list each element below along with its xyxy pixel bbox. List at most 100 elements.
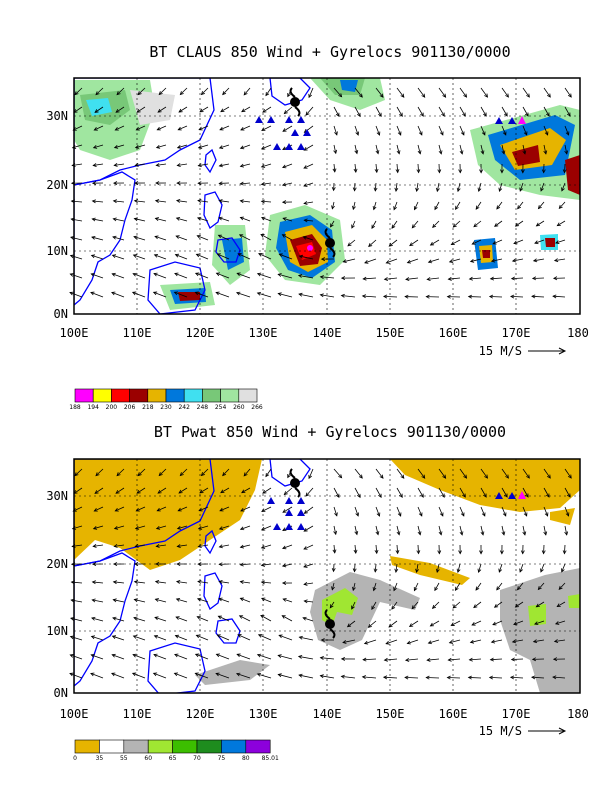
top-wind-vector — [552, 276, 566, 281]
bottom-wind-vector — [175, 597, 188, 603]
top-wind-vector — [411, 220, 419, 229]
bottom-wind-vector — [156, 506, 167, 512]
bottom-wind-vector — [262, 487, 272, 494]
top-lon-label-130e: 130E — [249, 326, 278, 340]
top-wind-vector — [383, 277, 398, 281]
top-wind-vector — [375, 106, 382, 118]
top-lon-label-160e: 160E — [439, 326, 468, 340]
top-wind-vector — [385, 258, 398, 264]
bottom-wind-vector — [320, 638, 335, 642]
top-wind-vector — [282, 125, 293, 132]
bottom-wind-vector — [194, 672, 209, 679]
bottom-wind-vector — [152, 672, 167, 679]
bottom-lat-label-30n: 30N — [46, 489, 68, 503]
top-wind-vector — [277, 292, 293, 298]
top-colorbar-swatch-3 — [129, 388, 149, 403]
bottom-wind-vector — [92, 544, 104, 548]
bottom-wind-vector — [260, 614, 272, 622]
bottom-colorbar-swatch-1 — [99, 739, 125, 754]
bottom-wind-vector — [446, 675, 461, 680]
bottom-wind-vector — [216, 634, 230, 641]
bottom-wind-vector — [496, 582, 503, 591]
bottom-wind-vector — [154, 616, 167, 622]
top-wind-vector — [375, 144, 380, 155]
bottom-wind-vector — [393, 582, 398, 592]
top-gyre-markers — [255, 116, 516, 150]
bottom-wind-vector — [277, 654, 293, 660]
bottom-lon-label-150e: 150E — [376, 707, 405, 721]
top-wind-vector — [396, 144, 401, 155]
top-wind-vector — [543, 87, 551, 98]
top-wind-vector — [260, 144, 272, 150]
bottom-wind-vector — [94, 487, 104, 494]
bottom-wind-vector — [331, 582, 335, 591]
bottom-wind-vector — [404, 658, 419, 662]
top-wind-vector — [134, 163, 146, 167]
bottom-wind-vector — [115, 487, 125, 494]
bottom-wind-vector — [511, 639, 524, 644]
bottom-wind-vector — [239, 525, 251, 531]
top-wind-vector — [393, 201, 398, 211]
top-wind-vector — [238, 234, 251, 241]
bottom-wind-vector — [256, 672, 272, 679]
bottom-wind-vector — [488, 675, 503, 680]
bottom-wind-vector — [417, 525, 422, 536]
bottom-wind-vector — [480, 468, 488, 479]
top-wind-vector — [155, 144, 167, 149]
top-wind-vector — [429, 239, 440, 246]
top-wind-vector — [564, 125, 570, 136]
bottom-wind-vector — [354, 487, 361, 499]
bottom-wind-vector — [534, 620, 545, 626]
bottom-wind-vector — [176, 562, 188, 566]
top-wind-vector — [501, 125, 507, 136]
top-wind-vector — [475, 201, 482, 210]
bottom-lat-label-10n: 10N — [46, 624, 68, 638]
top-wind-vector — [111, 291, 125, 298]
top-wind-vector — [93, 125, 104, 131]
bottom-storm-symbol-north — [289, 468, 301, 498]
bottom-wind-vector — [417, 468, 426, 479]
top-colorbar-swatch-2 — [111, 388, 130, 403]
top-wind-vector — [435, 182, 440, 193]
bottom-wind-vector — [501, 506, 507, 517]
top-wind-vector — [558, 201, 566, 210]
bottom-colorbar-swatch-3 — [147, 739, 173, 754]
bottom-wind-vector — [333, 487, 340, 499]
top-wind-vector — [237, 253, 251, 260]
top-wind-vector — [303, 182, 314, 187]
bottom-wind-vector — [552, 657, 566, 662]
top-wind-vector — [438, 87, 447, 98]
bottom-wind-vector — [283, 487, 293, 496]
top-colorbar-swatch-5 — [165, 388, 185, 403]
bottom-wind-vector — [257, 634, 272, 641]
bottom-wind-vector — [429, 620, 440, 627]
top-colorbar-swatch-6 — [183, 388, 203, 403]
bottom-wind-vector — [543, 487, 550, 498]
top-lon-label-140e: 140E — [313, 326, 342, 340]
bottom-wind-vector — [362, 657, 377, 662]
top-colorbar-label-6: 242 — [178, 404, 190, 411]
top-colorbar-swatch-1 — [92, 388, 112, 403]
bottom-map-frame — [73, 458, 581, 694]
bottom-wind-vector — [333, 468, 343, 479]
top-wind-vector — [480, 87, 488, 98]
bottom-wind-vector — [235, 672, 251, 679]
top-wind-vector — [116, 87, 125, 96]
top-wind-vector — [218, 181, 230, 186]
bottom-wind-vector — [447, 657, 461, 662]
top-wind-vector — [492, 239, 503, 245]
top-wind-vector — [473, 220, 482, 228]
bottom-colorbar-label-1: 35 — [96, 755, 104, 762]
bottom-wind-vector — [178, 487, 188, 494]
top-colorbar-swatch-0 — [74, 388, 94, 403]
bottom-wind-vector — [332, 544, 337, 554]
bottom-wind-vector — [509, 675, 524, 680]
bottom-wind-vector — [215, 672, 230, 679]
bottom-wind-vector — [427, 639, 440, 645]
top-wind-vector — [564, 144, 569, 155]
bottom-wind-vector — [155, 544, 167, 548]
bottom-wind-vector — [218, 525, 230, 530]
top-panel-title: BT CLAUS 850 Wind + Gyrelocs 901130/0000 — [149, 43, 510, 61]
bottom-wind-vector — [531, 657, 545, 662]
top-wind-vector — [417, 125, 423, 136]
